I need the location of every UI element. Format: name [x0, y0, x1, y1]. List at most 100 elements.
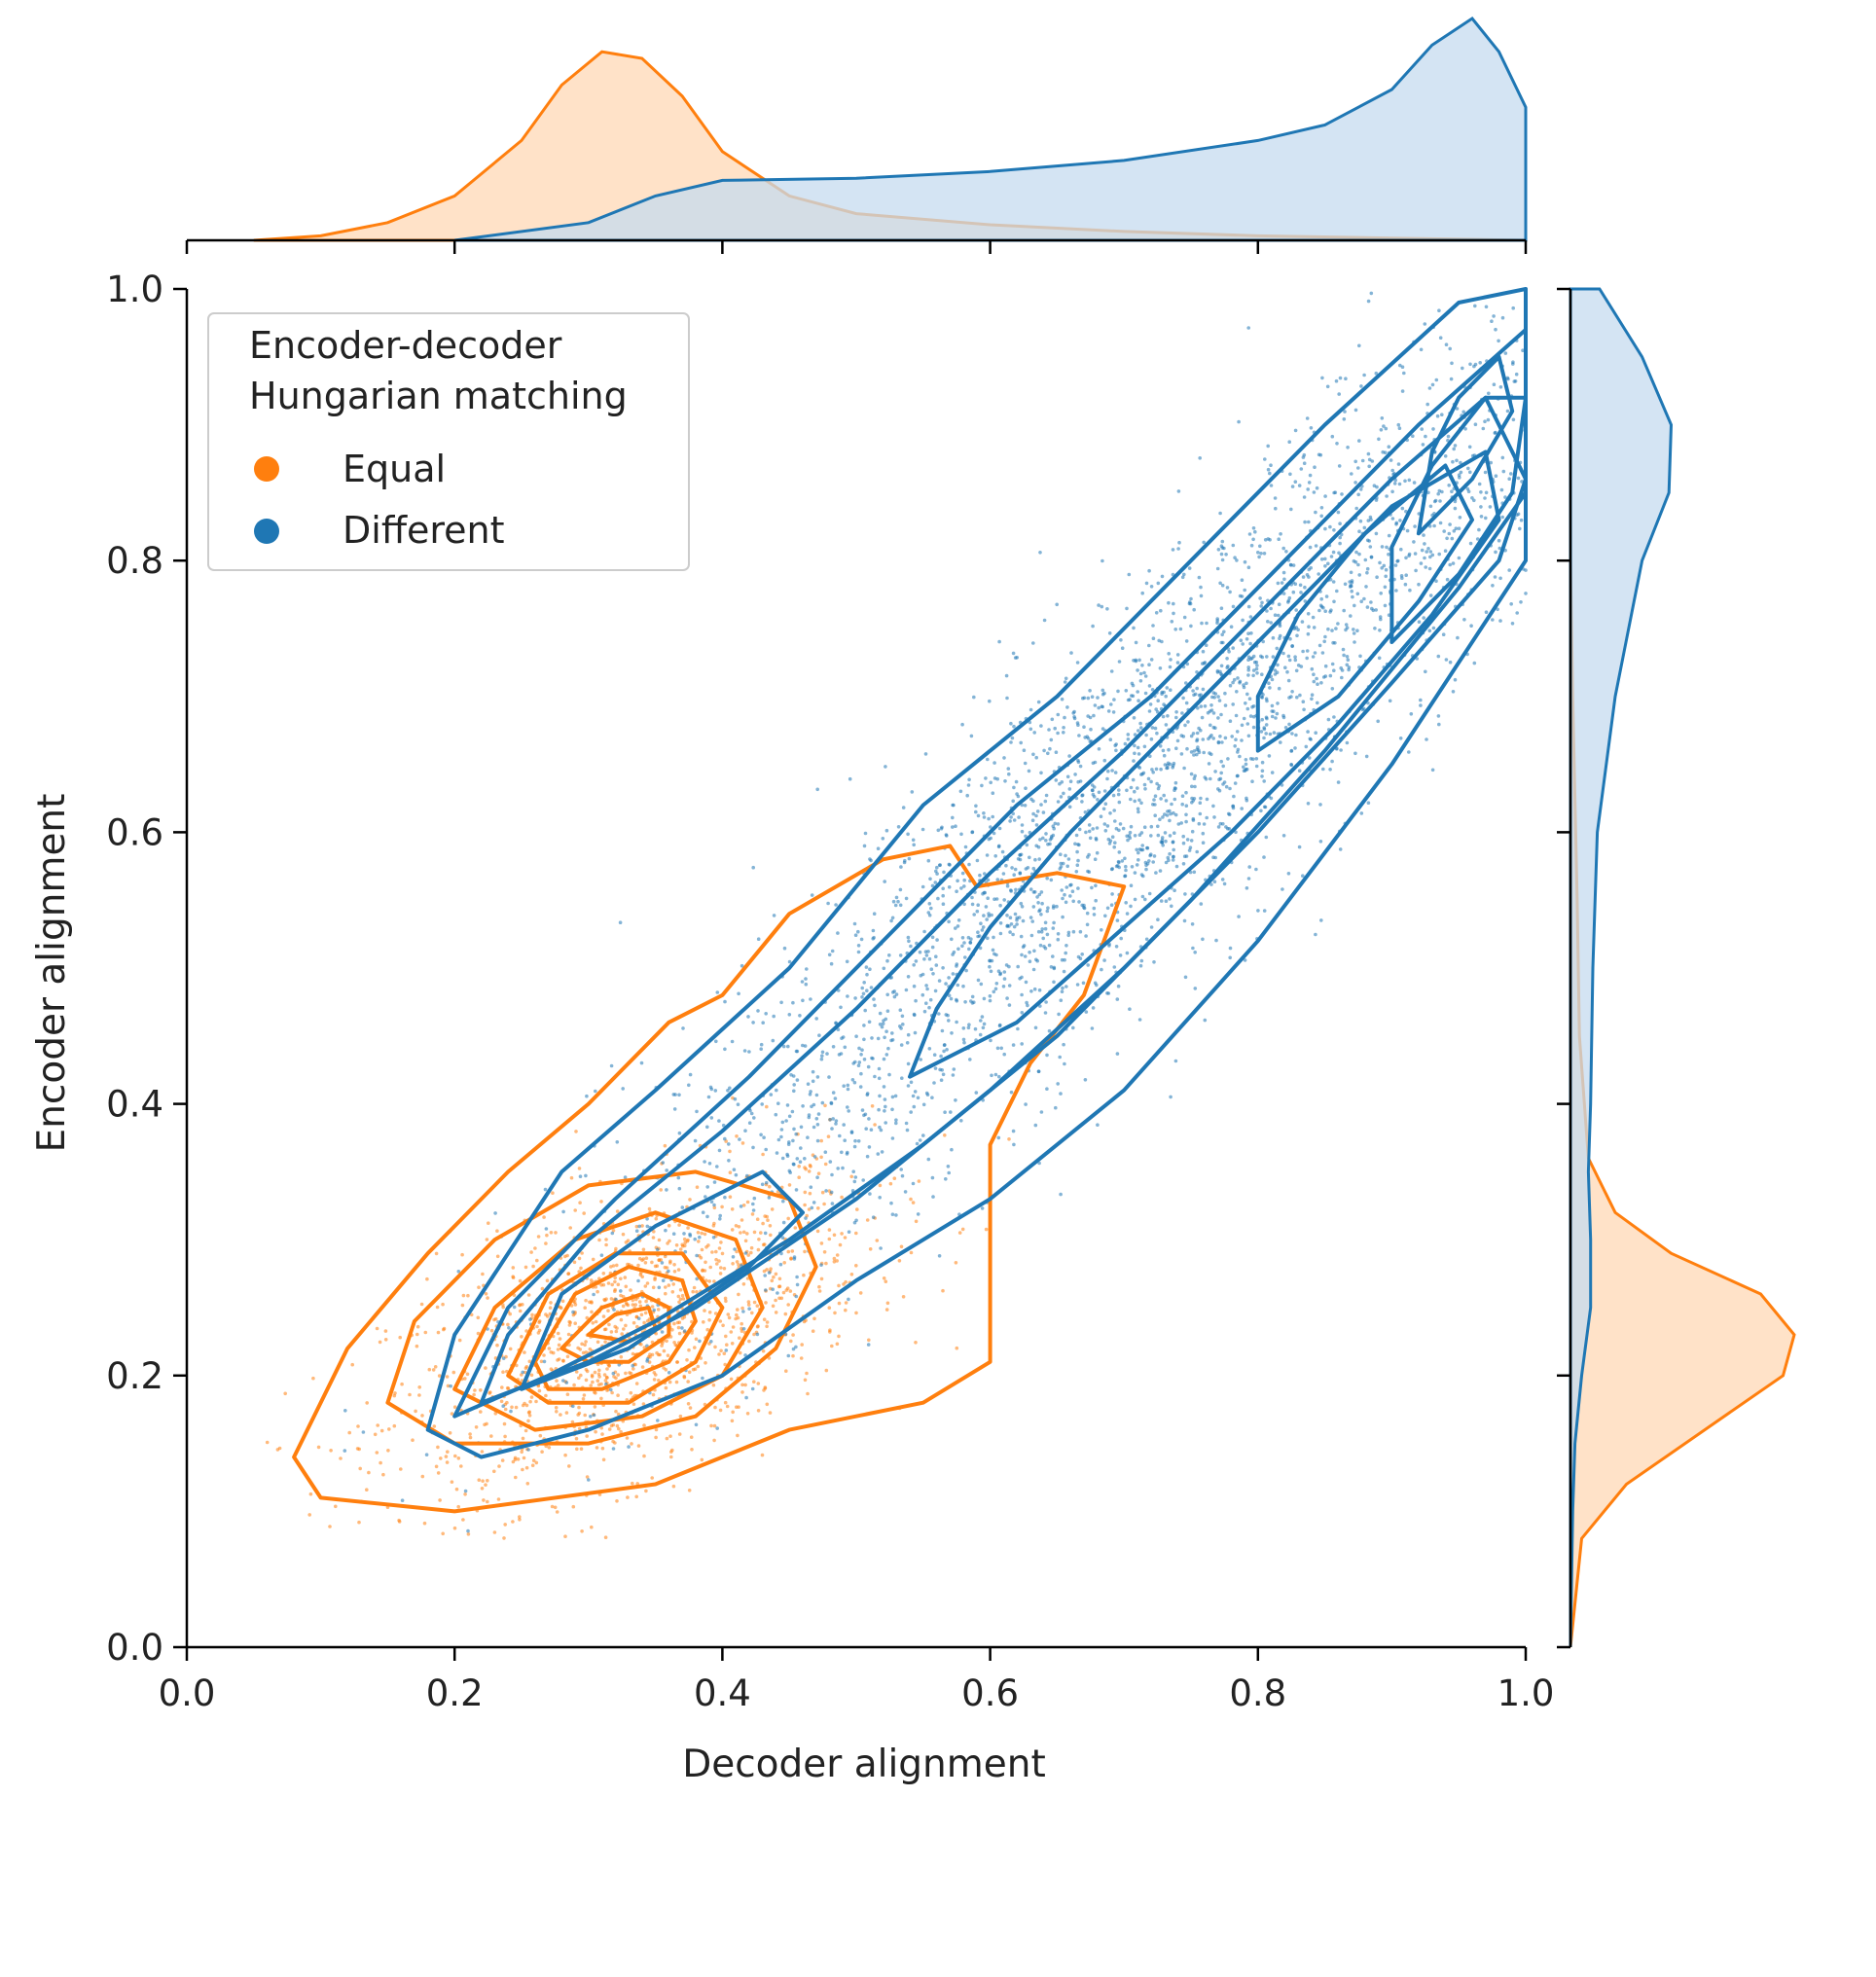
legend-label-equal: Equal — [343, 448, 446, 490]
scatter-point — [1015, 656, 1019, 660]
scatter-point — [436, 1445, 440, 1450]
scatter-point — [802, 1273, 806, 1277]
scatter-point — [533, 1246, 537, 1250]
scatter-point — [1028, 707, 1033, 712]
scatter-point — [1336, 510, 1341, 515]
scatter-point — [1452, 447, 1456, 451]
scatter-point — [849, 1174, 853, 1179]
scatter-point — [1247, 697, 1252, 701]
scatter-point — [1092, 906, 1097, 911]
scatter-point — [1180, 794, 1185, 798]
scatter-point — [996, 1135, 1001, 1140]
scatter-point — [610, 1231, 615, 1236]
scatter-point — [740, 1306, 744, 1311]
scatter-point — [894, 992, 899, 996]
scatter-point — [712, 1203, 716, 1207]
scatter-point — [968, 941, 973, 945]
scatter-point — [1189, 839, 1194, 843]
scatter-point — [713, 1312, 718, 1315]
scatter-point — [899, 865, 903, 869]
scatter-point — [613, 1287, 617, 1292]
scatter-point — [634, 1382, 639, 1385]
scatter-point — [654, 1435, 658, 1440]
scatter-point — [792, 1083, 796, 1087]
scatter-point — [1419, 347, 1424, 352]
scatter-point — [667, 1239, 671, 1243]
scatter-point — [665, 1436, 669, 1441]
scatter-point — [763, 1274, 767, 1277]
scatter-point — [719, 1240, 723, 1244]
scatter-point — [1172, 601, 1175, 606]
scatter-point — [1332, 668, 1336, 672]
scatter-point — [1244, 767, 1248, 772]
scatter-point — [1065, 864, 1069, 869]
scatter-point — [853, 1175, 858, 1179]
scatter-point — [446, 1384, 451, 1388]
scatter-point — [1494, 550, 1497, 555]
scatter-point — [507, 1326, 511, 1330]
legend-marker-equal — [254, 456, 279, 482]
scatter-point — [547, 1347, 552, 1350]
scatter-point — [772, 914, 776, 917]
scatter-point — [1133, 733, 1137, 737]
scatter-point — [832, 1260, 837, 1264]
scatter-point — [1497, 546, 1502, 551]
scatter-point — [1234, 713, 1239, 718]
scatter-point — [685, 1358, 689, 1362]
scatter-point — [1310, 697, 1314, 701]
scatter-point — [1352, 631, 1356, 635]
scatter-point — [978, 1032, 983, 1037]
scatter-point — [1151, 860, 1155, 864]
scatter-point — [912, 963, 916, 967]
scatter-point — [834, 903, 838, 907]
scatter-point — [445, 1460, 450, 1464]
scatter-point — [1215, 617, 1219, 621]
scatter-point — [1024, 1102, 1028, 1106]
scatter-point — [1149, 585, 1154, 589]
scatter-point — [1323, 557, 1327, 561]
scatter-point — [750, 1212, 755, 1216]
scatter-point — [1073, 842, 1077, 846]
scatter-point — [728, 1086, 732, 1091]
scatter-point — [1289, 763, 1294, 768]
scatter-point — [334, 1504, 338, 1509]
scatter-point — [1251, 673, 1255, 678]
scatter-point — [705, 1185, 709, 1189]
scatter-point — [922, 929, 926, 934]
scatter-point — [717, 1352, 721, 1356]
scatter-point — [786, 1216, 790, 1221]
scatter-point — [425, 1276, 429, 1281]
scatter-point — [1175, 738, 1180, 743]
scatter-point — [1167, 652, 1171, 656]
scatter-point — [1323, 526, 1327, 531]
scatter-point — [853, 996, 857, 1000]
scatter-point — [603, 1298, 607, 1303]
scatter-point — [1368, 545, 1373, 549]
scatter-point — [1295, 633, 1299, 638]
scatter-point — [979, 1019, 983, 1023]
scatter-point — [756, 1409, 761, 1413]
scatter-point — [1238, 593, 1243, 598]
scatter-point — [1191, 946, 1195, 951]
scatter-point — [583, 1343, 587, 1348]
scatter-point — [1211, 737, 1215, 740]
scatter-point — [660, 1344, 664, 1348]
scatter-point — [577, 1256, 582, 1261]
scatter-point — [974, 1091, 979, 1095]
scatter-point — [626, 1495, 630, 1499]
scatter-point — [1269, 606, 1273, 611]
scatter-point — [584, 1378, 589, 1383]
scatter-point — [1264, 697, 1269, 701]
scatter-point — [825, 1052, 829, 1056]
scatter-point — [1103, 829, 1108, 833]
scatter-point — [1496, 607, 1499, 612]
scatter-point — [856, 1139, 861, 1143]
scatter-point — [1209, 776, 1212, 781]
scatter-point — [275, 1448, 280, 1452]
scatter-point — [1224, 825, 1228, 829]
scatter-point — [643, 1284, 648, 1288]
scatter-point — [1216, 716, 1220, 720]
scatter-point — [1405, 528, 1410, 533]
scatter-point — [1407, 478, 1412, 483]
